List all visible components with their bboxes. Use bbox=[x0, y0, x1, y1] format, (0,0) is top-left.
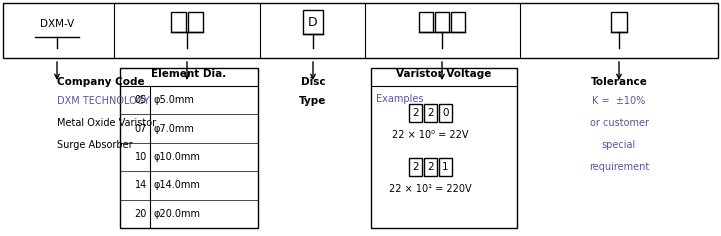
Bar bbox=[120, 68, 258, 228]
Text: 14: 14 bbox=[135, 180, 147, 190]
Text: 20: 20 bbox=[135, 209, 147, 219]
Bar bbox=[409, 158, 422, 176]
Text: Company Code: Company Code bbox=[57, 77, 145, 87]
Text: Type: Type bbox=[299, 96, 327, 106]
Bar bbox=[171, 12, 186, 32]
Bar bbox=[3, 3, 718, 58]
Text: Disc: Disc bbox=[301, 77, 325, 87]
Text: Metal Oxide Varistor: Metal Oxide Varistor bbox=[57, 118, 156, 128]
Text: 2: 2 bbox=[412, 162, 419, 172]
Text: 2: 2 bbox=[412, 108, 419, 118]
Bar bbox=[424, 158, 437, 176]
Text: Varistor Voltage: Varistor Voltage bbox=[397, 69, 492, 79]
Text: special: special bbox=[602, 140, 636, 150]
Bar bbox=[419, 12, 433, 32]
Bar bbox=[451, 12, 465, 32]
Text: DXM-V: DXM-V bbox=[40, 19, 74, 29]
Text: 22 × 10¹ = 220V: 22 × 10¹ = 220V bbox=[389, 184, 472, 194]
Text: φ14.0mm: φ14.0mm bbox=[154, 180, 201, 190]
Text: 07: 07 bbox=[135, 124, 147, 134]
Text: 2: 2 bbox=[427, 108, 434, 118]
Bar bbox=[188, 12, 203, 32]
Bar bbox=[439, 104, 452, 122]
Text: requirement: requirement bbox=[589, 162, 649, 172]
Bar bbox=[303, 10, 323, 34]
Text: 1: 1 bbox=[442, 162, 448, 172]
Text: Surge Absorber: Surge Absorber bbox=[57, 140, 133, 150]
Bar bbox=[611, 12, 627, 32]
Bar bbox=[409, 104, 422, 122]
Bar bbox=[435, 12, 449, 32]
Text: φ5.0mm: φ5.0mm bbox=[154, 95, 195, 105]
Text: 10: 10 bbox=[135, 152, 147, 162]
Text: Element Dia.: Element Dia. bbox=[151, 69, 226, 79]
Text: φ7.0mm: φ7.0mm bbox=[154, 124, 195, 134]
Bar bbox=[371, 68, 517, 228]
Text: D: D bbox=[308, 16, 318, 29]
Text: 2: 2 bbox=[427, 162, 434, 172]
Bar bbox=[439, 158, 452, 176]
Text: DXM TECHNOLOGY: DXM TECHNOLOGY bbox=[57, 96, 150, 106]
Text: φ10.0mm: φ10.0mm bbox=[154, 152, 201, 162]
Text: 0: 0 bbox=[442, 108, 448, 118]
Text: K =  ±10%: K = ±10% bbox=[593, 96, 645, 106]
Text: or customer: or customer bbox=[590, 118, 648, 128]
Text: φ20.0mm: φ20.0mm bbox=[154, 209, 201, 219]
Text: Examples: Examples bbox=[376, 94, 423, 104]
Text: Tolerance: Tolerance bbox=[590, 77, 647, 87]
Text: 05: 05 bbox=[135, 95, 147, 105]
Bar bbox=[424, 104, 437, 122]
Text: 22 × 10⁰ = 22V: 22 × 10⁰ = 22V bbox=[392, 130, 468, 140]
